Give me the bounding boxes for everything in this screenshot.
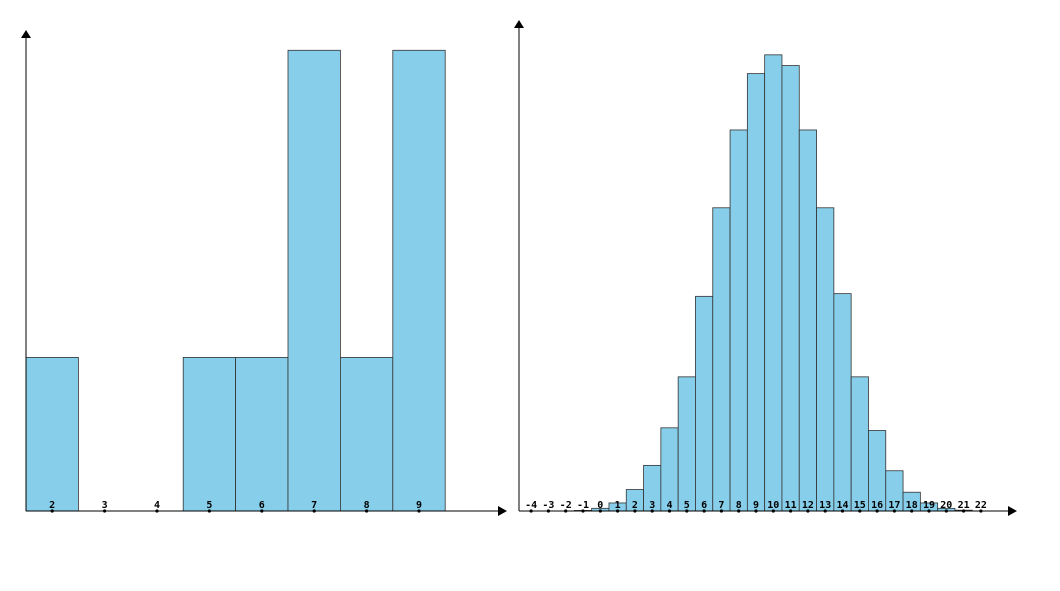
bar-5	[183, 357, 235, 511]
right-histogram: -4 -3 -2 -1 0 1 2 3 4 5 6 7 8 9 10 11 12 13 14 15 16 17 18 19 20…	[514, 20, 1017, 516]
x-tick-label--4: -4	[525, 500, 537, 511]
bar-8	[730, 130, 747, 511]
x-tick-label-3: 3	[102, 500, 108, 511]
x-tick-label-2: 2	[49, 500, 55, 511]
x-tick-label-16: 16	[871, 500, 883, 511]
x-tick-label-7: 7	[311, 500, 317, 511]
x-tick-label-5: 5	[684, 500, 690, 511]
left-histogram: 2 3 4 5 6 7 8 9	[21, 30, 507, 516]
x-tick-label--1: -1	[577, 500, 589, 511]
x-tick-label-5: 5	[206, 500, 212, 511]
x-tick-label-4: 4	[666, 500, 672, 511]
bar-13	[817, 208, 834, 511]
x-tick-label-14: 14	[836, 500, 848, 511]
x-tick-label--3: -3	[542, 500, 554, 511]
x-tick-label-22: 22	[975, 500, 987, 511]
x-tick-label-10: 10	[767, 500, 779, 511]
x-tick-label-1: 1	[615, 500, 621, 511]
bar-12	[799, 130, 816, 511]
y-axis-arrow	[514, 20, 524, 28]
x-tick-label-13: 13	[819, 500, 831, 511]
x-tick-label-9: 9	[416, 500, 422, 511]
x-tick-label-6: 6	[701, 500, 707, 511]
x-tick-label-15: 15	[854, 500, 866, 511]
x-tick-label-2: 2	[632, 500, 638, 511]
bar-14	[834, 294, 851, 511]
x-tick-label-4: 4	[154, 500, 160, 511]
bar-11	[782, 66, 799, 511]
bar-7	[713, 208, 730, 511]
x-tick-label-6: 6	[259, 500, 265, 511]
bar-7	[288, 50, 340, 511]
x-tick-label-19: 19	[923, 500, 935, 511]
bar-9	[393, 50, 445, 511]
x-tick-label-9: 9	[753, 500, 759, 511]
x-tick-label-21: 21	[958, 500, 970, 511]
bar-8	[340, 357, 392, 511]
y-axis-arrow	[21, 30, 31, 38]
bar-9	[747, 74, 764, 511]
x-tick-label-20: 20	[940, 500, 952, 511]
bar-6	[695, 296, 712, 511]
bar-5	[678, 377, 695, 511]
x-tick-label-0: 0	[597, 500, 603, 511]
bar-6	[236, 357, 288, 511]
x-tick-label-18: 18	[906, 500, 918, 511]
x-tick-label-11: 11	[785, 500, 797, 511]
x-axis-arrow	[498, 506, 507, 516]
x-tick-label-17: 17	[888, 500, 900, 511]
bar-10	[765, 55, 782, 511]
x-tick-label-7: 7	[718, 500, 724, 511]
x-tick-label-3: 3	[649, 500, 655, 511]
bar-16	[868, 431, 885, 512]
bar-15	[851, 377, 868, 511]
x-axis-arrow	[1008, 506, 1017, 516]
x-tick-label-12: 12	[802, 500, 814, 511]
bar-2	[26, 357, 78, 511]
x-tick-label-8: 8	[736, 500, 742, 511]
bar-4	[661, 428, 678, 511]
x-tick-label--2: -2	[560, 500, 572, 511]
x-tick-label-8: 8	[364, 500, 370, 511]
